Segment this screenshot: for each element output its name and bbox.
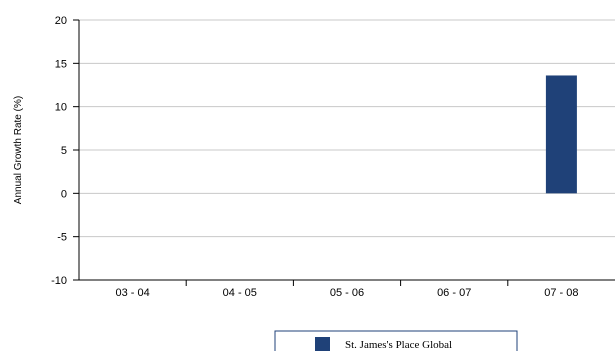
legend: St. James's Place Global <box>274 330 518 351</box>
x-tick-label: 03 - 04 <box>115 287 149 299</box>
y-tick-label: 10 <box>55 102 67 114</box>
legend-swatch <box>315 337 330 351</box>
legend-box <box>274 330 518 351</box>
x-axis-ticks: 03 - 04 04 - 05 05 - 06 06 - 07 07 - 08 <box>115 280 579 299</box>
x-tick-label: 07 - 08 <box>544 287 578 299</box>
y-tick-label: 0 <box>61 188 67 200</box>
x-tick-label: 04 - 05 <box>223 287 257 299</box>
y-tick-label: -10 <box>51 275 67 287</box>
y-tick-label: 15 <box>55 58 67 70</box>
y-axis-title: Annual Growth Rate (%) <box>13 96 24 204</box>
y-tick-label: -5 <box>57 232 67 244</box>
y-tick-label: 20 <box>55 15 67 27</box>
bar <box>545 75 577 194</box>
y-tick-label: 5 <box>61 145 67 157</box>
legend-label: St. James's Place Global <box>345 339 452 351</box>
y-axis-ticks: 20 15 10 5 0 -5 -10 <box>51 15 79 287</box>
x-tick-label: 05 - 06 <box>330 287 364 299</box>
gridlines <box>79 19 615 238</box>
x-tick-label: 06 - 07 <box>437 287 471 299</box>
bars <box>545 75 577 194</box>
